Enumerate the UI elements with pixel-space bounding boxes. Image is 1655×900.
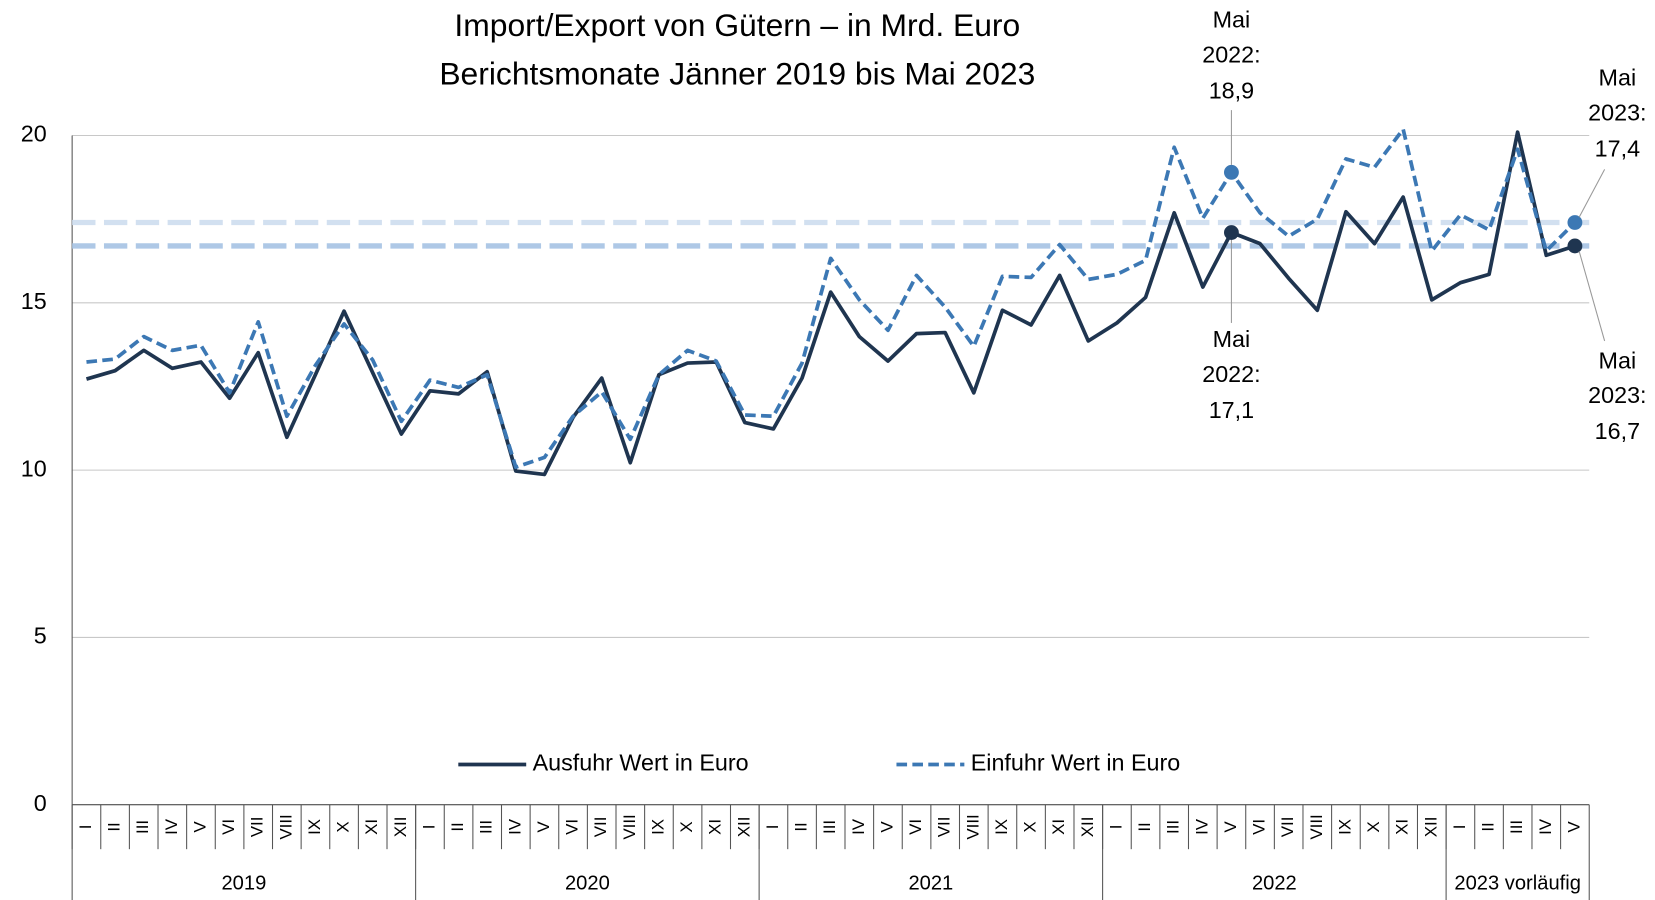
x-tick-label: XII <box>1421 817 1440 838</box>
x-tick-label: III <box>1507 820 1526 834</box>
x-tick-label: VII <box>935 817 954 838</box>
annotation-text: 2023: <box>1588 100 1646 126</box>
x-tick-label: XII <box>391 817 410 838</box>
annotation-text: 17,1 <box>1209 397 1254 423</box>
x-tick-label: IV <box>1192 818 1211 835</box>
x-tick-label: V <box>1564 821 1583 833</box>
x-tick-label: V <box>190 821 209 833</box>
year-label: 2023 vorläufig <box>1454 872 1581 894</box>
annotation-text: 18,9 <box>1209 77 1254 103</box>
annotation-text: Mai <box>1599 347 1637 373</box>
x-tick-label: IV <box>162 818 181 835</box>
annotation-text: Mai <box>1599 65 1637 91</box>
x-tick-label: VIII <box>276 814 295 839</box>
x-tick-label: VII <box>248 817 267 838</box>
x-tick-label: XI <box>362 819 381 835</box>
y-tick-label: 5 <box>34 623 47 649</box>
x-tick-label: IX <box>305 819 324 835</box>
x-tick-label: VIII <box>963 814 982 839</box>
x-tick-label: I <box>419 825 438 830</box>
y-tick-label: 10 <box>21 455 47 481</box>
series-line <box>86 127 1577 470</box>
annotation-text: 2023: <box>1588 382 1646 408</box>
x-tick-label: III <box>477 820 496 834</box>
x-tick-label: II <box>1479 822 1498 831</box>
x-tick-label: X <box>334 821 353 832</box>
annotation-text: 2022: <box>1202 361 1260 387</box>
x-tick-label: III <box>820 820 839 834</box>
x-tick-label: IX <box>1335 819 1354 835</box>
x-tick-label: X <box>1364 821 1383 832</box>
annotation-marker <box>1223 164 1239 180</box>
year-label: 2019 <box>221 872 266 894</box>
x-tick-label: XII <box>1078 817 1097 838</box>
year-label: 2020 <box>565 872 610 894</box>
chart-subtitle: Berichtsmonate Jänner 2019 bis Mai 2023 <box>439 56 1035 92</box>
x-tick-label: VIII <box>620 814 639 839</box>
x-tick-label: II <box>792 822 811 831</box>
annotation-text: 2022: <box>1202 41 1260 67</box>
x-tick-label: II <box>1135 822 1154 831</box>
x-tick-label: XII <box>734 817 753 838</box>
x-tick-label: XI <box>1049 819 1068 835</box>
year-label: 2021 <box>908 872 953 894</box>
series-line <box>85 130 1576 477</box>
x-tick-label: IX <box>648 819 667 835</box>
x-tick-label: X <box>1021 821 1040 832</box>
x-tick-label: I <box>763 825 782 830</box>
y-tick-label: 0 <box>34 790 47 816</box>
annotation-text: 17,4 <box>1595 136 1640 162</box>
annotation-leader <box>1578 169 1606 218</box>
legend-label: Einfuhr Wert in Euro <box>971 750 1181 776</box>
x-tick-label: VI <box>219 819 238 835</box>
legend-label: Ausfuhr Wert in Euro <box>533 750 749 776</box>
x-tick-label: V <box>1221 821 1240 833</box>
x-tick-label: VII <box>591 817 610 838</box>
y-tick-label: 15 <box>21 288 47 314</box>
x-tick-label: II <box>105 822 124 831</box>
annotation-marker <box>1567 215 1583 230</box>
x-tick-label: IV <box>505 818 524 835</box>
x-tick-label: XI <box>706 819 725 835</box>
x-tick-label: V <box>534 821 553 833</box>
x-tick-label: VI <box>563 819 582 835</box>
x-tick-label: VII <box>1278 817 1297 838</box>
x-tick-label: I <box>1450 825 1469 830</box>
annotation-text: Mai <box>1213 326 1251 352</box>
x-tick-label: V <box>877 821 896 833</box>
x-tick-label: VI <box>1250 819 1269 835</box>
y-tick-label: 20 <box>21 121 47 147</box>
x-tick-label: VIII <box>1307 814 1326 839</box>
x-tick-label: II <box>448 822 467 831</box>
x-tick-label: IX <box>992 819 1011 835</box>
annotation-text: 16,7 <box>1595 418 1640 444</box>
x-tick-label: XI <box>1393 819 1412 835</box>
x-tick-label: VI <box>906 819 925 835</box>
annotation-text: Mai <box>1213 6 1251 32</box>
year-label: 2022 <box>1252 872 1297 894</box>
annotation-marker <box>1223 225 1239 240</box>
x-tick-label: III <box>133 820 152 834</box>
x-tick-label: IV <box>1536 818 1555 835</box>
chart-title: Import/Export von Gütern – in Mrd. Euro <box>454 7 1020 43</box>
annotation-leader <box>1578 251 1606 342</box>
x-tick-label: IV <box>849 818 868 835</box>
x-tick-label: I <box>76 825 95 830</box>
x-tick-label: X <box>677 821 696 832</box>
x-tick-label: III <box>1164 820 1183 834</box>
x-tick-label: I <box>1106 825 1125 830</box>
annotation-marker <box>1567 238 1583 254</box>
